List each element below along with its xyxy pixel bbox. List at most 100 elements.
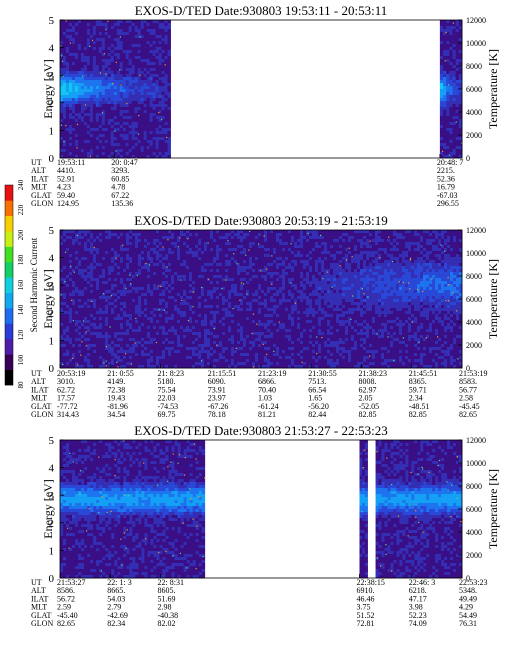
spectrogram-cell <box>99 302 103 306</box>
spectrogram-cell <box>231 263 235 267</box>
spectrogram-cell <box>60 296 64 300</box>
spectrogram-cell <box>80 110 85 114</box>
spectrogram-cell <box>161 110 165 114</box>
spectrogram-cell <box>105 257 109 261</box>
spectrogram-cell <box>161 101 165 105</box>
spectrogram-cell <box>158 68 162 72</box>
spectrogram-cell <box>210 266 214 270</box>
spectrogram-speckle <box>119 36 121 38</box>
spectrogram-cell <box>155 23 159 27</box>
spectrogram-cell <box>240 233 244 237</box>
spectrogram-cell <box>141 233 145 237</box>
spectrogram-cell <box>65 155 70 159</box>
spectrogram-cell <box>189 260 193 264</box>
spectrogram-cell <box>110 113 115 117</box>
spectrogram-cell <box>129 269 133 273</box>
spectrogram-cell <box>152 68 157 72</box>
spectrogram-cell <box>89 65 94 69</box>
spectrogram-cell <box>446 110 450 114</box>
spectrogram-cell <box>147 332 151 336</box>
spectrogram-speckle <box>76 147 78 149</box>
spectrogram-cell <box>63 338 67 342</box>
spectrogram-cell <box>119 80 124 84</box>
spectrogram-cell <box>146 149 151 153</box>
spectrogram-cell <box>144 323 148 327</box>
spectrogram-cell <box>455 86 460 90</box>
spectrogram-cell <box>134 77 139 81</box>
spectrogram-cell <box>102 242 106 246</box>
spectrogram-cell <box>243 236 247 240</box>
spectrogram-cell <box>234 305 238 309</box>
spectrogram-cell <box>135 275 139 279</box>
spectrogram-cell <box>113 68 118 72</box>
spectrogram-cell <box>458 113 463 117</box>
spectrogram-cell <box>240 314 244 318</box>
spectrogram-cell <box>243 332 247 336</box>
spectrogram-cell <box>101 95 106 99</box>
spectrogram-cell <box>87 326 91 330</box>
spectrogram-cell <box>71 101 76 105</box>
spectrogram-cell <box>134 143 139 147</box>
spectrogram-cell <box>201 278 205 282</box>
spectrogram-cell <box>192 293 196 297</box>
spectrogram-cell <box>131 128 136 132</box>
spectrogram-cell <box>84 245 88 249</box>
spectrogram-cell <box>89 146 94 150</box>
spectrogram-cell <box>71 65 76 69</box>
spectrogram-cell <box>98 35 103 39</box>
spectrogram-cell <box>99 332 103 336</box>
spectrogram-cell <box>171 248 175 252</box>
spectrogram-cell <box>231 251 235 255</box>
spectrogram-cell <box>108 311 112 315</box>
spectrogram-cell <box>147 248 151 252</box>
spectrogram-cell <box>153 329 157 333</box>
spectrogram-cell <box>222 251 226 255</box>
spectrogram-cell <box>122 95 127 99</box>
spectrogram-cell <box>132 359 136 363</box>
spectrogram-cell <box>161 38 165 42</box>
spectrogram-cell <box>140 26 145 30</box>
spectrogram-cell <box>63 275 67 279</box>
spectrogram-cell <box>123 353 127 357</box>
spectrogram-cell <box>65 62 70 66</box>
spectrogram-cell <box>117 254 121 258</box>
spectrogram-cell <box>111 365 115 369</box>
spectrogram-cell <box>146 137 151 141</box>
spectrogram-cell <box>455 62 460 66</box>
spectrogram-cell <box>183 365 187 369</box>
spectrogram-cell <box>219 320 223 324</box>
spectrogram-cell <box>60 299 64 303</box>
spectrogram-cell <box>75 248 79 252</box>
spectrogram-cell <box>162 236 166 240</box>
spectrogram-cell <box>168 314 172 318</box>
spectrogram-cell <box>180 248 184 252</box>
spectrogram-cell <box>455 29 460 33</box>
spectrogram-cell <box>231 326 235 330</box>
spectrogram-cell <box>150 350 154 354</box>
spectrogram-cell <box>186 305 190 309</box>
spectrogram-cell <box>98 110 103 114</box>
spectrogram-cell <box>66 293 70 297</box>
spectrogram-cell <box>240 293 244 297</box>
spectrogram-cell <box>198 317 202 321</box>
spectrogram-cell <box>113 41 118 45</box>
spectrogram-cell <box>98 47 103 51</box>
spectrogram-cell <box>135 293 139 297</box>
spectrogram-cell <box>90 302 94 306</box>
spectrogram-cell <box>243 317 247 321</box>
spectrogram-cell <box>147 350 151 354</box>
spectrogram-cell <box>143 65 148 69</box>
spectrogram-cell <box>138 356 142 360</box>
spectrogram-cell <box>72 287 76 291</box>
spectrogram-cell <box>161 32 165 36</box>
spectrogram-cell <box>183 239 187 243</box>
spectrogram-cell <box>125 119 130 123</box>
spectrogram-cell <box>122 56 127 60</box>
spectrogram-cell <box>125 74 130 78</box>
spectrogram-cell <box>122 89 127 93</box>
spectrogram-cell <box>147 344 151 348</box>
spectrogram-cell <box>186 239 190 243</box>
spectrogram-cell <box>198 314 202 318</box>
spectrogram-cell <box>222 332 226 336</box>
spectrogram-cell <box>89 113 94 117</box>
